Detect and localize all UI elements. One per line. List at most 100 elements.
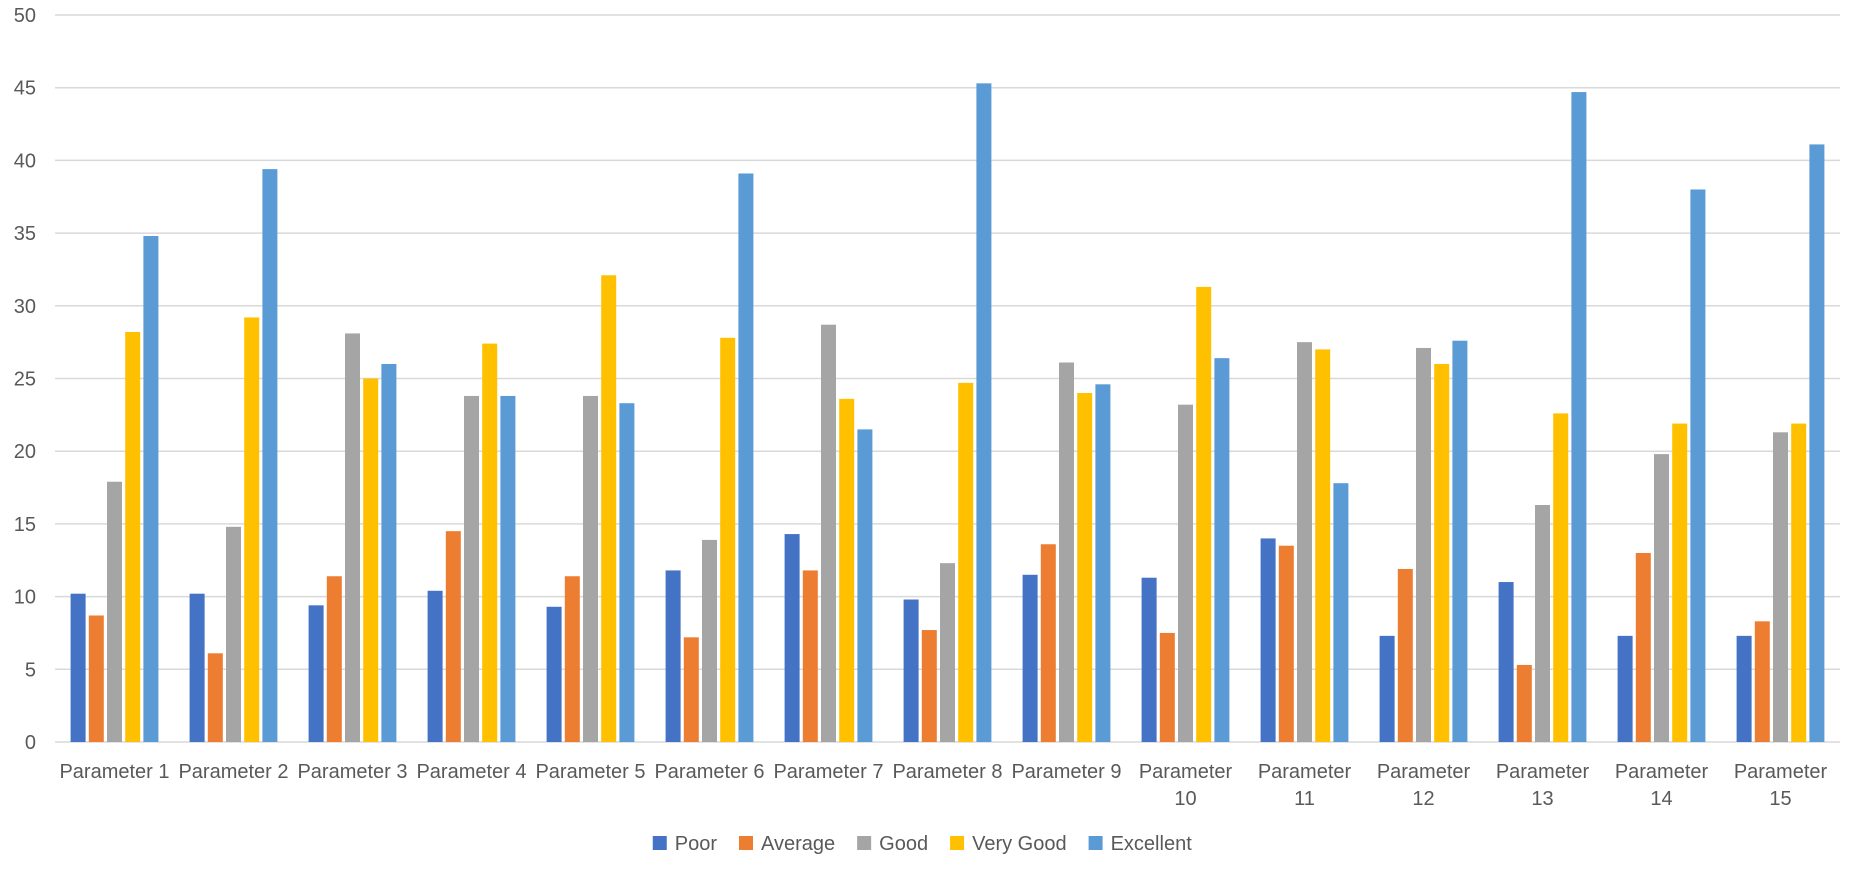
y-tick-label: 15 [14, 514, 36, 536]
bar-excellent [1452, 340, 1468, 742]
bar-excellent [1333, 483, 1349, 742]
legend-item-very-good: Very Good [950, 833, 1067, 855]
y-tick-label: 20 [14, 441, 36, 463]
legend-label: Average [761, 833, 835, 855]
bar-poor [308, 605, 324, 742]
bar-very-good [958, 382, 974, 742]
bar-good [583, 395, 598, 742]
bar-excellent [500, 395, 516, 742]
bars [70, 83, 1825, 743]
bar-very-good [601, 275, 617, 742]
bar-average [1635, 552, 1651, 742]
bar-good [702, 539, 717, 742]
y-tick-label: 40 [14, 150, 36, 172]
bar-excellent [1571, 92, 1587, 742]
bar-very-good [1315, 349, 1331, 742]
bar-average [1754, 621, 1770, 742]
bar-poor [1141, 577, 1157, 742]
x-category-label: Parameter 3 [297, 761, 407, 783]
y-tick-label: 5 [25, 659, 36, 681]
bar-very-good [482, 343, 498, 742]
bar-very-good [720, 337, 736, 742]
bar-poor [189, 593, 205, 742]
legend-label: Poor [675, 833, 718, 855]
legend-label: Very Good [972, 833, 1067, 855]
legend-swatch [652, 836, 667, 850]
bar-very-good [1553, 413, 1569, 742]
bar-excellent [1809, 144, 1825, 742]
bar-good [1178, 404, 1193, 742]
bar-good [464, 395, 479, 742]
x-category-label: Parameter 14 [1615, 761, 1709, 810]
bar-excellent [1095, 384, 1111, 742]
bar-poor [70, 593, 86, 742]
bar-poor [1260, 538, 1276, 742]
bar-average [1397, 568, 1413, 742]
bar-good [1654, 454, 1669, 742]
bar-good [1297, 342, 1312, 742]
bar-average [564, 576, 580, 742]
legend-swatch [1088, 836, 1103, 850]
bar-excellent [619, 403, 635, 742]
bar-good [1416, 347, 1431, 742]
bar-average [88, 615, 104, 742]
bar-average [326, 576, 342, 742]
y-tick-label: 10 [14, 587, 36, 609]
legend-item-average: Average [739, 833, 835, 855]
bar-average [445, 531, 461, 742]
bar-excellent [262, 169, 278, 742]
bar-excellent [143, 236, 159, 742]
bar-good [940, 563, 955, 742]
x-category-label: Parameter 4 [416, 761, 526, 783]
bar-excellent [1214, 358, 1230, 742]
bar-very-good [1672, 423, 1688, 742]
bar-poor [1498, 582, 1514, 742]
bar-average [1159, 632, 1175, 742]
bar-excellent [381, 363, 397, 742]
bar-very-good [363, 378, 379, 742]
bar-very-good [244, 317, 260, 742]
bar-very-good [1434, 363, 1450, 742]
y-tick-label: 50 [14, 5, 36, 27]
x-category-label: Parameter 9 [1011, 761, 1121, 783]
x-category-label: Parameter 6 [654, 761, 764, 783]
bar-very-good [125, 331, 141, 742]
x-axis-category-labels: Parameter 1 Parameter 2 Parameter 3 Paramet… [59, 761, 1827, 810]
bar-poor [427, 590, 443, 742]
bar-excellent [857, 429, 873, 742]
y-tick-label: 25 [14, 369, 36, 391]
bar-very-good [1791, 423, 1807, 742]
y-tick-label: 30 [14, 296, 36, 318]
bar-average [921, 630, 937, 742]
x-category-label: Parameter 11 [1258, 761, 1352, 810]
x-category-label: Parameter 10 [1139, 761, 1233, 810]
bar-average [1040, 544, 1056, 742]
bar-good [1773, 432, 1788, 742]
bar-average [802, 570, 818, 742]
x-category-label: Parameter 12 [1377, 761, 1471, 810]
bar-good [107, 481, 122, 742]
bar-average [207, 653, 223, 742]
bar-poor [784, 534, 800, 742]
x-category-label: Parameter 2 [178, 761, 288, 783]
y-tick-label: 45 [14, 78, 36, 100]
bar-average [1516, 664, 1532, 742]
bar-poor [1022, 574, 1038, 742]
bar-good [1059, 362, 1074, 742]
legend-swatch [857, 836, 872, 850]
legend-swatch [950, 836, 965, 850]
bar-poor [546, 606, 562, 742]
y-tick-label: 0 [25, 732, 36, 754]
bar-very-good [1077, 393, 1093, 742]
bar-poor [903, 599, 919, 742]
x-category-label: Parameter 13 [1496, 761, 1590, 810]
bar-poor [665, 570, 681, 742]
x-category-label: Parameter 1 [59, 761, 169, 783]
x-category-label: Parameter 15 [1734, 761, 1828, 810]
bar-very-good [839, 398, 855, 742]
y-axis-ticks: 0 5 10 15 20 25 30 35 40 45 50 [14, 5, 36, 754]
bar-excellent [976, 83, 992, 742]
bar-good [821, 324, 836, 742]
